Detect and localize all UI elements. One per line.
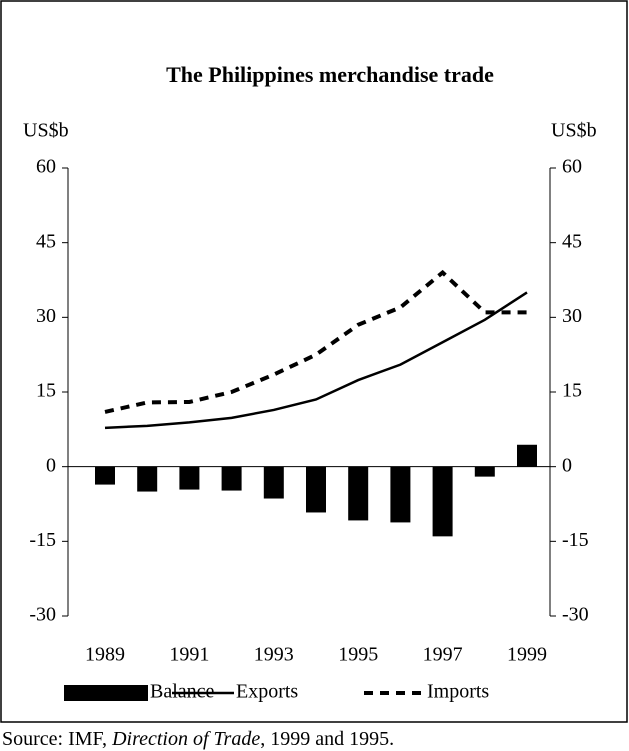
y2-tick-label: 60: [562, 156, 582, 178]
bar: [348, 466, 369, 521]
source-prefix: Source: IMF,: [2, 728, 112, 750]
bar: [306, 466, 326, 513]
legend-label: Imports: [427, 681, 489, 703]
y2-tick-label: 15: [562, 380, 582, 402]
bar: [221, 466, 242, 491]
x-tick-label: 1989: [85, 644, 125, 666]
x-tick-label: 1997: [423, 644, 463, 666]
exports-line: [104, 291, 528, 430]
y2-tick-label: -30: [562, 604, 589, 626]
bar: [179, 466, 200, 490]
x-tick-label: 1999: [507, 644, 547, 666]
bar: [390, 466, 411, 523]
y2-tick-label: -15: [562, 529, 589, 551]
y-tick-label: -15: [29, 529, 56, 551]
y-tick-label: 15: [36, 380, 56, 402]
y-tick-label: 30: [36, 305, 56, 327]
y2-tick-label: 45: [562, 230, 582, 252]
legend-label: Balance: [150, 681, 215, 703]
source-note: Source: IMF, Direction of Trade, 1999 an…: [2, 728, 394, 750]
y-axis-label: US$b: [23, 120, 69, 142]
x-tick-label: 1991: [169, 644, 209, 666]
frame: [0, 0, 628, 723]
legend-swatch: [64, 685, 148, 701]
imports-line: [104, 269, 527, 414]
y-tick-label: 0: [46, 454, 56, 476]
bar: [263, 466, 284, 499]
y2-tick-label: 0: [562, 454, 572, 476]
bar: [517, 444, 537, 467]
y2-axis-label: US$b: [551, 120, 597, 142]
legend-label: Exports: [236, 681, 298, 703]
y-tick-label: -30: [29, 604, 56, 626]
x-tick-label: 1995: [338, 644, 378, 666]
bar: [432, 466, 453, 537]
source-suffix: , 1999 and 1995.: [260, 728, 394, 750]
y-tick-label: 60: [36, 156, 56, 178]
x-tick-label: 1993: [254, 644, 294, 666]
chart-title: The Philippines merchandise trade: [166, 62, 494, 87]
source-italic: Direction of Trade: [111, 728, 260, 750]
bar: [137, 466, 158, 492]
bar: [474, 466, 495, 477]
bar: [95, 466, 115, 485]
y2-tick-label: 30: [562, 305, 582, 327]
y-tick-label: 45: [36, 230, 56, 252]
